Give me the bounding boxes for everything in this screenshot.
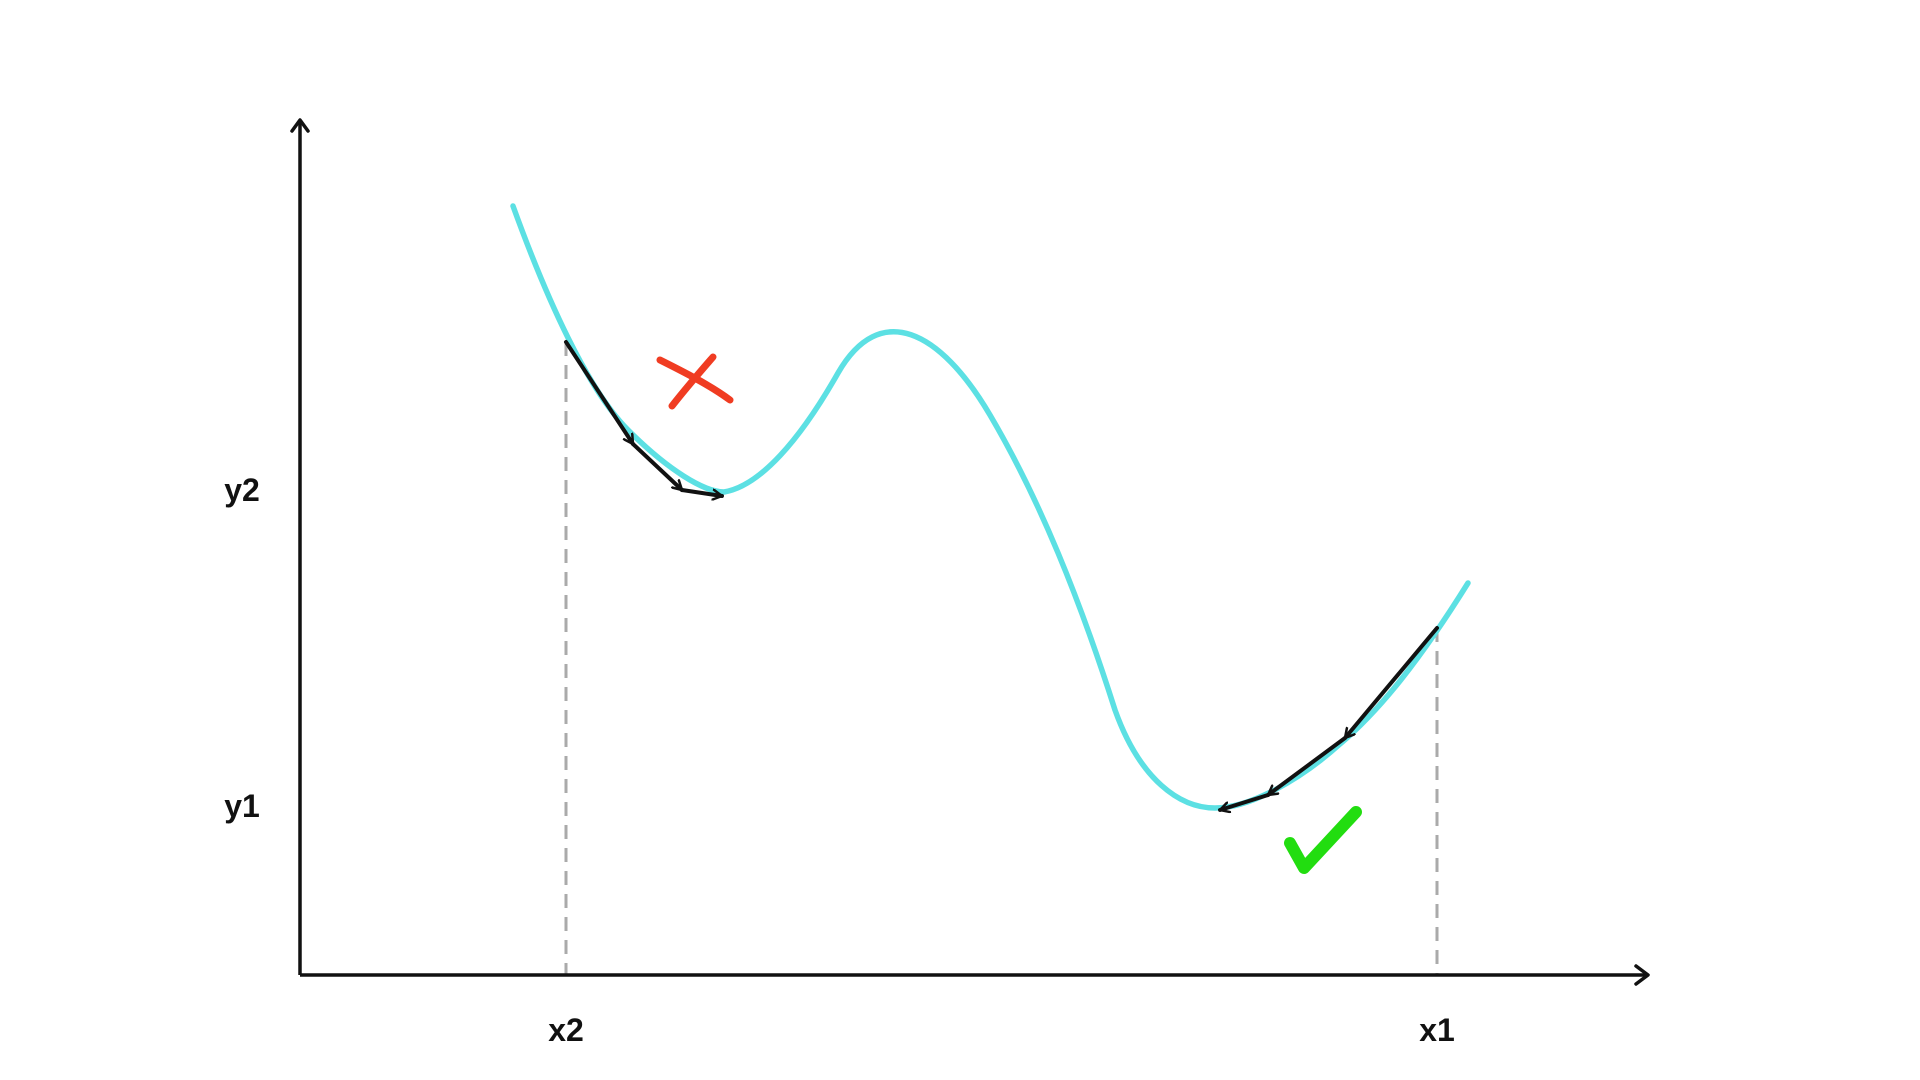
step-arrow: [631, 442, 684, 492]
steps-from-x2: [564, 340, 724, 496]
x-axis-arrowhead: [1634, 964, 1650, 986]
steps-from-x1: [1218, 626, 1439, 810]
checkmark-icon: [1284, 806, 1362, 874]
step-arrow: [680, 488, 724, 496]
cross-icon: [656, 353, 734, 410]
y1-label: y1: [224, 788, 260, 824]
y2-label: y2: [224, 472, 260, 508]
step-arrow: [564, 340, 635, 446]
step-arrow: [1343, 626, 1439, 740]
cost-curve: [510, 203, 1471, 811]
axes: [290, 118, 1650, 986]
step-arrow: [1266, 736, 1347, 797]
step-arrow: [1218, 793, 1270, 810]
x2-label: x2: [548, 1012, 584, 1048]
y-axis-arrowhead: [290, 118, 310, 133]
x1-label: x1: [1419, 1012, 1455, 1048]
